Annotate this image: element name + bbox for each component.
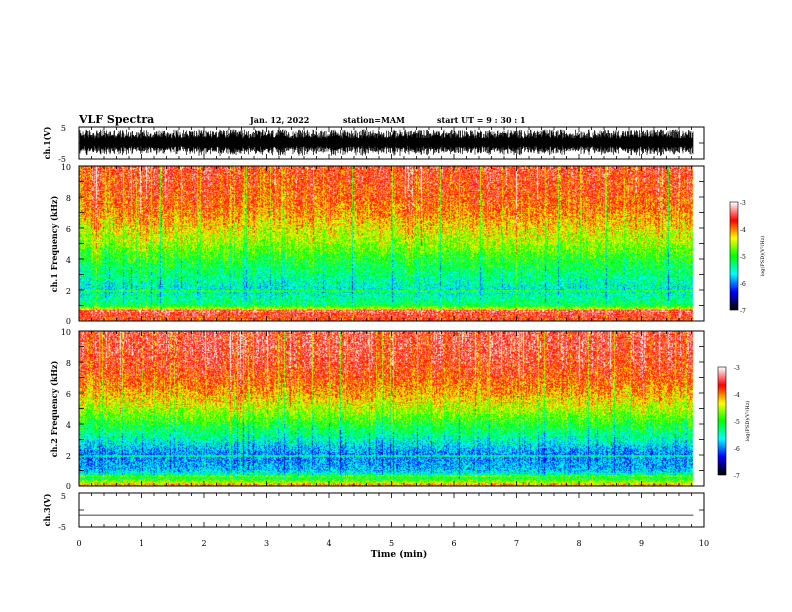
time-tick-label: 2 <box>201 539 206 548</box>
ch2-spectrogram-ticks <box>78 331 705 486</box>
ch1-cbar-tick--3: -3 <box>740 200 746 207</box>
ch2-colorbar-frame <box>717 366 727 476</box>
ch3-waveform-ticks <box>78 493 705 527</box>
date-label: Jan. 12, 2022 <box>249 115 309 125</box>
ch1-colorbar-ticklabels: -3 -4 -5 -6 -7 <box>740 200 746 315</box>
ch3-waveform-ylabel: ch.3(V) <box>42 493 52 526</box>
ch1-spectrogram-panel: 0 2 4 6 8 10 ch.1 Frequency (kHz) -3 -4 … <box>49 163 766 326</box>
ch2-ytick-2: 2 <box>66 452 71 461</box>
ch2-cbar-tick--5: -5 <box>734 419 740 426</box>
ch1-ytick-6: 6 <box>66 225 71 234</box>
ch2-colorbar-wrap <box>718 367 726 475</box>
ch3-waveform-panel: 5 -5 ch.3(V) <box>42 492 705 532</box>
ch2-cbar-tick--4: -4 <box>734 392 740 399</box>
figure-title: VLF Spectra <box>78 113 154 126</box>
ch1-cbar-tick--6: -6 <box>740 281 746 288</box>
station-label: station=MAM <box>343 115 405 125</box>
ch1-ytick-10: 10 <box>61 163 71 172</box>
ch1-waveform-trace <box>79 129 694 157</box>
ch1-cbar-tick--4: -4 <box>740 227 746 234</box>
ch1-spectrogram-heatmap <box>79 166 704 321</box>
ch1-colorbar-label: log(PSD)(V²/Hz) <box>759 236 766 277</box>
ch2-spectrogram-panel: 0 2 4 6 8 10 ch.2 Frequency (kHz) -3 -4 … <box>49 328 751 491</box>
ch1-spectrogram-yticklabels: 0 2 4 6 8 10 <box>61 163 71 326</box>
ch1-waveform-ticks <box>78 127 705 159</box>
ch1-cbar-tick--5: -5 <box>740 254 746 261</box>
ch1-spectrogram-ylabel: ch.1 Frequency (kHz) <box>49 196 59 293</box>
ch1-ytick-8: 8 <box>66 194 71 203</box>
ch1-ytick-0: 0 <box>66 317 71 326</box>
time-tick-label: 9 <box>639 539 644 548</box>
ch2-spectrogram-heatmap <box>79 331 704 486</box>
ch2-ytick-0: 0 <box>66 482 71 491</box>
ch2-colorbar-ticklabels: -3 -4 -5 -6 -7 <box>734 365 740 480</box>
ch3-ytick-top: 5 <box>61 492 66 501</box>
ch1-ytick-2: 2 <box>66 287 71 296</box>
ch2-spectrogram-image-wrap <box>79 331 704 486</box>
ch1-ytick-4: 4 <box>66 256 71 265</box>
time-tick-label: 5 <box>389 539 394 548</box>
time-tick-label: 7 <box>514 539 519 548</box>
ch2-ytick-6: 6 <box>66 390 71 399</box>
ch2-colorbar <box>718 367 726 475</box>
ch1-spectrogram-ticks <box>78 166 705 321</box>
ch1-waveform-ylabel: ch.1(V) <box>42 126 52 159</box>
ch2-cbar-tick--7: -7 <box>734 473 740 480</box>
ch2-spectrogram-yticklabels: 0 2 4 6 8 10 <box>61 328 71 491</box>
ch1-ytick-top: 5 <box>61 124 66 133</box>
ch1-colorbar-frame <box>729 201 739 311</box>
ch3-waveform-frame <box>78 492 705 528</box>
ch2-ytick-4: 4 <box>66 421 71 430</box>
ch2-colorbar-label: log(PSD)(V²/Hz) <box>744 401 751 442</box>
ch1-colorbar-wrap <box>730 202 738 310</box>
time-tick-label: 4 <box>326 539 331 548</box>
start-time-label: start UT = 9 : 30 : 1 <box>437 115 526 125</box>
ch1-waveform-panel: 5 -5 ch.1(V) <box>42 124 705 164</box>
ch2-ytick-10: 10 <box>61 328 71 337</box>
ch1-ytick-bottom: -5 <box>58 155 66 164</box>
time-tick-label: 10 <box>699 539 709 548</box>
ch1-colorbar <box>730 202 738 310</box>
time-axis-ticklabels: 0 1 2 3 4 5 6 7 8 9 10 <box>76 539 709 548</box>
time-axis-label: Time (min) <box>371 549 428 560</box>
ch1-spectrogram-image-wrap <box>79 166 704 321</box>
ch2-cbar-tick--6: -6 <box>734 446 740 453</box>
ch2-ytick-8: 8 <box>66 359 71 368</box>
time-tick-label: 0 <box>76 539 81 548</box>
time-tick-label: 6 <box>451 539 456 548</box>
time-tick-label: 8 <box>576 539 581 548</box>
time-tick-label: 3 <box>264 539 269 548</box>
ch3-ytick-bottom: -5 <box>58 523 66 532</box>
ch2-spectrogram-ylabel: ch.2 Frequency (kHz) <box>49 361 59 458</box>
time-tick-label: 1 <box>139 539 144 548</box>
ch1-cbar-tick--7: -7 <box>740 308 746 315</box>
ch2-cbar-tick--3: -3 <box>734 365 740 372</box>
